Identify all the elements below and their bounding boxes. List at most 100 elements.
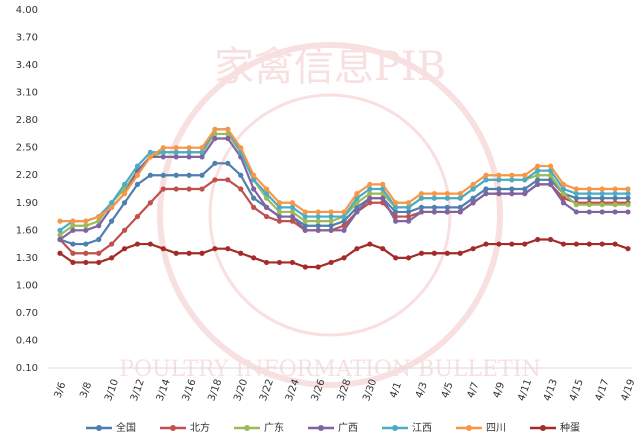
point xyxy=(212,160,218,166)
point xyxy=(496,172,502,178)
point xyxy=(599,190,605,197)
point xyxy=(625,186,631,192)
point xyxy=(457,190,463,197)
point xyxy=(367,181,373,188)
point xyxy=(147,154,153,160)
point xyxy=(612,186,618,192)
point xyxy=(509,172,515,178)
point xyxy=(341,227,347,233)
point xyxy=(186,154,192,160)
x-tick-label: 4/3 xyxy=(414,381,430,400)
point xyxy=(483,172,489,178)
point xyxy=(367,186,373,192)
point xyxy=(96,236,102,243)
point xyxy=(289,204,295,210)
point xyxy=(263,195,270,201)
point xyxy=(263,190,270,197)
point xyxy=(225,160,231,166)
point xyxy=(380,246,386,252)
point xyxy=(328,259,334,266)
point xyxy=(457,250,463,256)
point xyxy=(57,218,63,224)
point xyxy=(573,209,579,215)
point xyxy=(70,250,76,256)
point xyxy=(560,186,567,192)
series xyxy=(57,126,631,224)
y-tick-label: 1.90 xyxy=(16,198,38,209)
point xyxy=(405,200,412,206)
point xyxy=(560,181,567,188)
point xyxy=(509,177,515,183)
point xyxy=(586,202,592,208)
point xyxy=(418,209,425,215)
legend-label: 全国 xyxy=(116,421,136,434)
x-tick-label: 3/10 xyxy=(103,378,121,403)
point xyxy=(147,200,153,206)
point xyxy=(444,204,450,210)
point xyxy=(70,259,76,266)
y-tick-label: 2.50 xyxy=(16,143,38,154)
point xyxy=(199,172,205,178)
point xyxy=(238,186,244,192)
point xyxy=(509,186,515,192)
point xyxy=(289,213,295,220)
point xyxy=(354,246,360,252)
point xyxy=(225,177,231,183)
point xyxy=(70,241,76,247)
point xyxy=(496,186,502,192)
point xyxy=(315,264,321,270)
y-tick-label: 0.40 xyxy=(16,335,38,346)
point xyxy=(328,213,334,220)
point xyxy=(354,209,360,215)
point xyxy=(109,204,115,210)
y-tick-label: 3.40 xyxy=(16,60,38,71)
point xyxy=(470,186,476,192)
point xyxy=(289,259,295,266)
point xyxy=(173,149,179,155)
point xyxy=(70,223,76,229)
legend-marker xyxy=(96,425,102,431)
point xyxy=(225,135,231,142)
point xyxy=(251,255,257,261)
point xyxy=(612,190,618,197)
point xyxy=(418,250,425,256)
point xyxy=(367,241,373,247)
point xyxy=(83,259,89,266)
legend-marker xyxy=(466,425,472,431)
point xyxy=(535,163,541,169)
point xyxy=(380,195,386,201)
y-tick-label: 0.10 xyxy=(16,363,38,374)
line xyxy=(59,238,629,269)
point xyxy=(96,250,102,256)
point xyxy=(354,190,360,197)
point xyxy=(121,227,128,233)
point xyxy=(302,213,308,220)
point xyxy=(393,209,399,215)
point xyxy=(341,209,347,215)
point xyxy=(57,227,63,233)
point xyxy=(599,241,605,247)
legend-marker xyxy=(540,425,546,431)
point xyxy=(121,200,128,206)
point xyxy=(431,204,437,210)
point xyxy=(186,186,192,192)
legend-label: 江西 xyxy=(412,422,432,434)
point xyxy=(121,181,128,188)
point xyxy=(276,259,283,266)
point xyxy=(586,186,592,192)
point xyxy=(57,236,63,243)
y-tick-label: 1.00 xyxy=(16,280,38,291)
x-tick-label: 4/17 xyxy=(594,378,612,403)
legend-marker xyxy=(170,425,176,431)
point xyxy=(173,186,179,192)
point xyxy=(444,250,450,256)
point xyxy=(238,145,244,151)
point xyxy=(573,190,579,197)
point xyxy=(367,195,373,201)
point xyxy=(147,149,153,155)
point xyxy=(251,186,257,192)
point xyxy=(302,223,308,229)
point xyxy=(302,227,308,233)
point xyxy=(547,163,554,169)
watermark-text: POULTRY INFORMATION BULLETIN xyxy=(119,357,541,382)
